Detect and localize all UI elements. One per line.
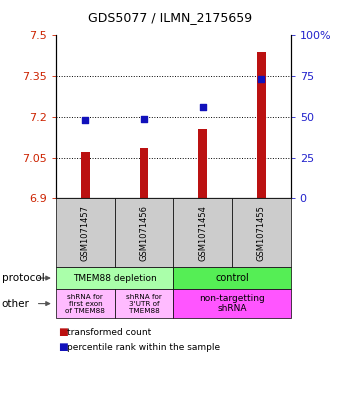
Text: GDS5077 / ILMN_2175659: GDS5077 / ILMN_2175659 xyxy=(88,11,252,24)
Bar xyxy=(257,51,266,198)
Point xyxy=(259,76,264,83)
Text: GSM1071455: GSM1071455 xyxy=(257,205,266,261)
Text: ■: ■ xyxy=(58,342,68,353)
Text: shRNA for
first exon
of TMEM88: shRNA for first exon of TMEM88 xyxy=(66,294,105,314)
Text: percentile rank within the sample: percentile rank within the sample xyxy=(67,343,220,352)
Text: transformed count: transformed count xyxy=(67,328,151,337)
Point xyxy=(200,104,205,110)
Bar xyxy=(140,148,149,198)
Bar xyxy=(81,152,90,198)
Text: control: control xyxy=(215,273,249,283)
Text: TMEM88 depletion: TMEM88 depletion xyxy=(73,274,157,283)
Text: GSM1071454: GSM1071454 xyxy=(198,205,207,261)
Text: protocol: protocol xyxy=(2,273,45,283)
Text: ■: ■ xyxy=(58,327,68,338)
Text: other: other xyxy=(2,299,30,309)
Text: GSM1071456: GSM1071456 xyxy=(140,205,149,261)
Point xyxy=(141,116,147,122)
Point xyxy=(83,117,88,123)
Text: non-targetting
shRNA: non-targetting shRNA xyxy=(199,294,265,313)
Bar xyxy=(198,129,207,198)
Text: shRNA for
3'UTR of
TMEM88: shRNA for 3'UTR of TMEM88 xyxy=(126,294,162,314)
Text: GSM1071457: GSM1071457 xyxy=(81,205,90,261)
